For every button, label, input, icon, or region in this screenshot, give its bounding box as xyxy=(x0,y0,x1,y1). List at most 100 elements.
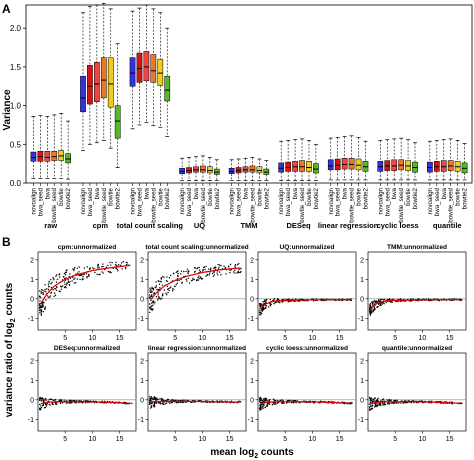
panel-b-xlabel-main: mean log xyxy=(210,447,254,458)
scatter-point xyxy=(262,301,264,303)
scatter-point xyxy=(149,397,151,400)
scatter-point xyxy=(73,282,75,284)
scatter-point xyxy=(166,398,169,400)
scatter-point xyxy=(151,286,153,289)
scatter-point xyxy=(383,298,386,301)
scatter-point xyxy=(76,267,78,269)
scatter-point xyxy=(193,278,195,281)
scatter-point xyxy=(60,288,62,290)
scatter-point xyxy=(149,306,151,309)
scatter-point xyxy=(46,288,48,290)
scatter-point xyxy=(379,402,382,405)
scatter-point xyxy=(294,399,296,402)
x-tick-label-bowtie2: bowtie2 xyxy=(214,187,221,209)
panel-b-xlabel-end: counts xyxy=(258,447,294,458)
scatter-point xyxy=(258,303,261,305)
scatter-point xyxy=(65,402,68,404)
scatter-point xyxy=(160,281,162,283)
x-tick-label-bowtie2: bowtie2 xyxy=(362,187,369,209)
scatter-point xyxy=(120,262,123,264)
scatter-point xyxy=(373,306,375,309)
scatter-point xyxy=(268,399,270,402)
scatter-point xyxy=(376,405,378,408)
scatter-point xyxy=(102,265,104,268)
scatter-point xyxy=(45,290,47,293)
scatter-point xyxy=(54,403,57,405)
scatter-title: total count scaling:unnormalized xyxy=(145,244,248,251)
scatter-title: TMM:unnormalized xyxy=(387,244,447,251)
x-tick-label: 15 xyxy=(446,436,454,443)
scatter-point xyxy=(42,291,44,294)
box-bowtie2 xyxy=(164,75,171,102)
scatter-point xyxy=(204,268,206,271)
scatter-point xyxy=(371,404,374,406)
scatter-point xyxy=(166,293,168,296)
scatter-point xyxy=(295,402,297,404)
scatter-point xyxy=(85,273,88,275)
scatter-point xyxy=(96,264,99,266)
scatter-point xyxy=(281,399,283,401)
y-tick-label: -1 xyxy=(138,316,144,323)
scatter-point xyxy=(83,273,85,275)
trend-line xyxy=(150,400,241,403)
scatter-title: cpm:unnormalized xyxy=(58,244,117,251)
scatter-panel: quantile:unnormalized 5 10 15 -1 0 1 2 xyxy=(358,345,467,443)
scatter-point xyxy=(48,282,50,284)
scatter-point xyxy=(125,264,128,266)
scatter-point xyxy=(109,261,111,264)
scatter-point xyxy=(369,311,372,313)
scatter-point xyxy=(368,306,371,308)
scatter-point xyxy=(101,266,103,268)
scatter-point xyxy=(395,402,398,404)
scatter-point xyxy=(372,398,375,401)
scatter-point xyxy=(381,303,383,305)
x-tick-label-novoalign: novoalign xyxy=(229,187,236,214)
scatter-point xyxy=(180,270,183,272)
scatter-point xyxy=(93,267,95,270)
scatter-point xyxy=(388,403,391,405)
scatter-point xyxy=(376,398,379,401)
scatter-point xyxy=(48,285,50,288)
scatter-point xyxy=(162,402,164,404)
scatter-point xyxy=(150,294,153,297)
scatter-point xyxy=(162,293,164,295)
scatter-point xyxy=(402,402,404,404)
scatter-point xyxy=(156,288,158,291)
scatter-point xyxy=(74,277,76,279)
box-bowtie xyxy=(157,58,164,86)
scatter-point xyxy=(49,295,52,297)
scatter-point xyxy=(188,282,191,284)
y-tick-label: 0 xyxy=(140,296,144,303)
scatter-point xyxy=(179,273,182,275)
y-tick-label: -1 xyxy=(28,316,34,323)
y-tick-label: 2 xyxy=(140,358,144,365)
scatter-point xyxy=(265,304,267,307)
scatter-point xyxy=(198,277,200,280)
y-tick-label: -1 xyxy=(358,316,364,323)
scatter-point xyxy=(150,291,153,294)
scatter-point xyxy=(115,267,117,270)
scatter-point xyxy=(397,402,399,404)
scatter-point xyxy=(151,304,154,307)
scatter-point xyxy=(149,311,151,314)
x-tick-label-bowtie_seed: bowtie_seed xyxy=(200,187,207,222)
scatter-point xyxy=(149,400,151,402)
scatter-point xyxy=(259,308,261,310)
scatter-point xyxy=(115,261,117,264)
box-novoalign xyxy=(30,151,37,162)
scatter-point xyxy=(151,308,153,310)
group-label: TMM xyxy=(240,221,257,230)
scatter-point xyxy=(269,303,272,305)
scatter-point xyxy=(81,278,83,281)
x-tick-label-bwa_seed: bwa_seed xyxy=(434,187,441,216)
scatter-point xyxy=(278,301,280,303)
trend-line xyxy=(40,401,131,405)
scatter-point xyxy=(124,266,127,269)
box-bowtie2 xyxy=(65,153,71,164)
scatter-point xyxy=(390,402,392,404)
panel-b-ylabel-main: variance ratio of log xyxy=(4,322,15,417)
box-bwa xyxy=(143,51,150,82)
scatter-point xyxy=(172,272,175,275)
x-tick-label-bwa: bwa xyxy=(143,187,150,199)
scatter-point xyxy=(276,402,279,405)
